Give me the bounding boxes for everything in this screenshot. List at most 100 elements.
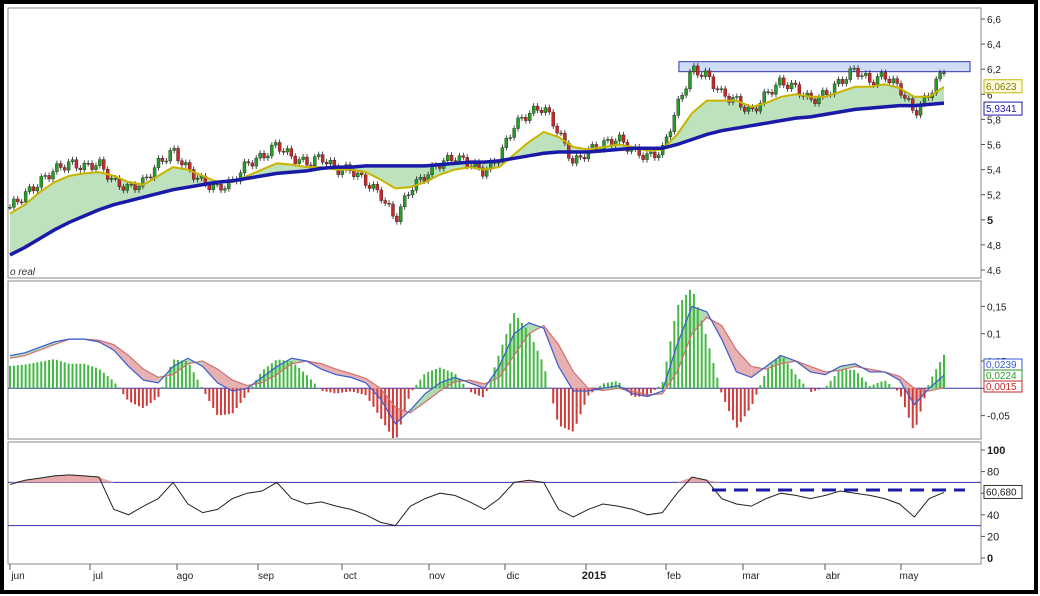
candle-body bbox=[215, 183, 219, 186]
price-plot bbox=[8, 61, 971, 257]
candle-body bbox=[102, 159, 106, 170]
candle-body bbox=[27, 186, 32, 192]
macd-histogram-bar bbox=[419, 379, 422, 389]
macd-cross-fill bbox=[691, 306, 707, 334]
candle-body bbox=[285, 148, 290, 153]
candle-body bbox=[649, 151, 653, 155]
candle-body bbox=[383, 200, 387, 204]
candle-body bbox=[602, 140, 606, 150]
ema-short-value-label: 6,0623 bbox=[986, 82, 1017, 93]
macd-histogram-bar bbox=[888, 383, 891, 389]
macd-histogram-bar bbox=[243, 388, 246, 398]
macd-histogram-bar bbox=[716, 377, 719, 389]
candle-body bbox=[219, 183, 223, 191]
macd-histogram-bar bbox=[431, 370, 434, 389]
x-tick-label: feb bbox=[667, 571, 681, 582]
macd-histogram-bar bbox=[302, 371, 305, 389]
macd-histogram-bar bbox=[442, 369, 445, 389]
macd-histogram-bar bbox=[286, 360, 289, 389]
macd-histogram-bar bbox=[79, 363, 82, 389]
macd-histogram-bar bbox=[837, 371, 840, 389]
candle-body bbox=[223, 188, 227, 191]
macd-histogram-bar bbox=[208, 388, 211, 402]
macd-histogram-bar bbox=[763, 375, 766, 389]
rsi-overbought-fill bbox=[69, 474, 85, 483]
macd-cross-fill bbox=[113, 344, 129, 367]
candle-body bbox=[840, 79, 845, 84]
macd-histogram-bar bbox=[552, 388, 555, 404]
candle-body bbox=[141, 177, 145, 187]
macd-histogram-bar bbox=[536, 350, 539, 389]
macd-histogram-bar bbox=[517, 317, 520, 389]
candle-body bbox=[250, 162, 254, 167]
candle-body bbox=[715, 88, 720, 90]
macd-cross-fill bbox=[350, 373, 366, 383]
macd-histogram-bar bbox=[810, 388, 813, 392]
rsi-overbought-fill bbox=[98, 477, 114, 483]
candle-body bbox=[520, 117, 524, 119]
macd-histogram-bar bbox=[259, 373, 262, 389]
macd-histogram-bar bbox=[360, 388, 363, 395]
candle-body bbox=[145, 176, 149, 179]
macd-histogram-bar bbox=[204, 388, 207, 395]
macd-histogram-bar bbox=[161, 386, 164, 389]
macd-histogram-bar bbox=[880, 381, 883, 389]
macd-histogram-bar bbox=[458, 378, 461, 389]
macd-histogram-bar bbox=[700, 320, 703, 389]
macd-histogram-bar bbox=[724, 388, 727, 402]
macd-histogram-bar bbox=[247, 388, 250, 393]
candle-body bbox=[727, 96, 731, 103]
candle-body bbox=[82, 162, 86, 170]
macd-histogram-bar bbox=[165, 376, 168, 389]
candle-body bbox=[375, 184, 380, 191]
candle-body bbox=[47, 175, 51, 180]
price-tick-label: 5,8 bbox=[987, 115, 1001, 126]
macd-histogram-bar bbox=[290, 361, 293, 389]
candle-body bbox=[574, 155, 579, 164]
candle-body bbox=[51, 171, 55, 180]
macd-histogram-bar bbox=[665, 361, 668, 389]
candle-body bbox=[176, 148, 180, 162]
x-tick-label: jul bbox=[92, 571, 103, 582]
macd-histogram-bar bbox=[560, 388, 563, 427]
candle-body bbox=[309, 164, 313, 167]
candle-body bbox=[274, 142, 278, 146]
macd-histogram-bar bbox=[829, 380, 832, 389]
candle-body bbox=[391, 203, 395, 217]
macd-histogram-bar bbox=[825, 385, 828, 389]
candle-body bbox=[817, 96, 821, 104]
macd-histogram-bar bbox=[712, 363, 715, 389]
candle-body bbox=[31, 186, 36, 192]
candle-body bbox=[891, 78, 895, 84]
watermark-text: o real bbox=[10, 267, 36, 278]
macd-histogram-bar bbox=[87, 365, 90, 389]
rsi-overbought-fill bbox=[24, 478, 40, 483]
candle-body bbox=[563, 132, 567, 144]
macd-histogram-bar bbox=[532, 342, 535, 389]
candle-body bbox=[676, 98, 680, 116]
rsi-value-tag bbox=[983, 484, 1023, 499]
candle-body bbox=[758, 103, 763, 112]
candle-body bbox=[410, 190, 415, 196]
macd-histogram-bar bbox=[188, 364, 191, 389]
macd-cross-fill bbox=[454, 377, 470, 383]
price-panel bbox=[7, 7, 982, 279]
candle-body bbox=[559, 132, 563, 135]
macd-histogram-bar bbox=[618, 382, 621, 389]
price-tick-label: 4,8 bbox=[987, 241, 1001, 252]
macd-histogram-bar bbox=[845, 369, 848, 389]
candle-body bbox=[12, 198, 16, 208]
macd-histogram-bar bbox=[329, 388, 332, 393]
macd-histogram-bar bbox=[630, 388, 633, 396]
x-tick-label: dic bbox=[507, 571, 520, 582]
candle-body bbox=[711, 76, 716, 89]
macd-histogram-bar bbox=[223, 388, 226, 415]
candle-body bbox=[578, 155, 583, 158]
candle-body bbox=[360, 172, 364, 175]
macd-histogram-bar bbox=[391, 388, 394, 439]
candle-body bbox=[8, 207, 12, 209]
candle-body bbox=[785, 84, 790, 90]
macd-histogram-bar bbox=[790, 368, 793, 389]
candle-body bbox=[582, 157, 587, 160]
